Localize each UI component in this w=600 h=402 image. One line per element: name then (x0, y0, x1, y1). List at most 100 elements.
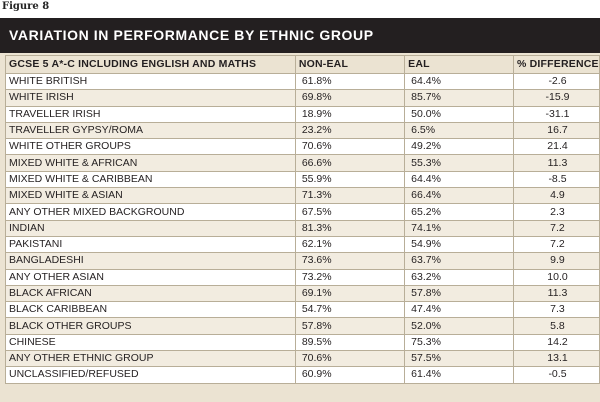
non-eal-cell: 70.6% (294, 138, 406, 156)
eal-cell: 54.9% (404, 235, 514, 254)
eal-cell: 52.0% (404, 317, 514, 335)
table-row: ANY OTHER MIXED BACKGROUND 67.5% 65.2% 2.3 (5, 203, 600, 221)
eal-cell: 64.4% (404, 72, 514, 91)
group-cell: BANGLADESHI (5, 252, 296, 270)
table-row: BLACK AFRICAN 69.1% 57.8% 11.3 (5, 284, 600, 303)
group-cell: ANY OTHER ETHNIC GROUP (5, 350, 296, 368)
group-cell: ANY OTHER ASIAN (5, 268, 296, 286)
column-header-eal: EAL (404, 55, 514, 74)
eal-cell: 47.4% (404, 301, 514, 319)
non-eal-cell: 71.3% (294, 187, 406, 205)
table-row: BLACK OTHER GROUPS 57.8% 52.0% 5.8 (5, 317, 600, 335)
non-eal-cell: 89.5% (294, 333, 406, 352)
table-row: WHITE BRITISH 61.8% 64.4% -2.6 (5, 72, 600, 91)
eal-cell: 63.2% (404, 268, 514, 286)
non-eal-cell: 73.2% (294, 268, 406, 286)
eal-cell: 61.4% (404, 366, 514, 384)
group-cell: BLACK OTHER GROUPS (5, 317, 296, 335)
table-body: WHITE BRITISH 61.8% 64.4% -2.6 WHITE IRISH 69… (5, 72, 600, 384)
difference-cell: 7.2 (512, 235, 600, 254)
difference-cell: -8.5 (512, 170, 600, 189)
non-eal-cell: 81.3% (294, 219, 406, 237)
table-row: INDIAN 81.3% 74.1% 7.2 (5, 219, 600, 237)
non-eal-cell: 69.1% (294, 284, 406, 303)
difference-cell: -15.9 (512, 89, 600, 107)
eal-cell: 66.4% (404, 187, 514, 205)
eal-cell: 49.2% (404, 138, 514, 156)
difference-cell: 14.2 (512, 333, 600, 352)
difference-cell: 4.9 (512, 187, 600, 205)
non-eal-cell: 62.1% (294, 235, 406, 254)
table-row: BANGLADESHI 73.6% 63.7% 9.9 (5, 252, 600, 270)
difference-cell: 11.3 (512, 284, 600, 303)
column-header-difference: % DIFFERENCE (512, 55, 600, 74)
group-cell: CHINESE (5, 333, 296, 352)
eal-cell: 75.3% (404, 333, 514, 352)
table-row: TRAVELLER IRISH 18.9% 50.0% -31.1 (5, 105, 600, 123)
eal-cell: 64.4% (404, 170, 514, 189)
group-cell: UNCLASSIFIED/REFUSED (5, 366, 296, 384)
group-cell: TRAVELLER IRISH (5, 105, 296, 123)
table-row: CHINESE 89.5% 75.3% 14.2 (5, 333, 600, 352)
group-cell: ANY OTHER MIXED BACKGROUND (5, 203, 296, 221)
difference-cell: 16.7 (512, 121, 600, 140)
table-row: MIXED WHITE & CARIBBEAN 55.9% 64.4% -8.5 (5, 170, 600, 189)
table-row: ANY OTHER ASIAN 73.2% 63.2% 10.0 (5, 268, 600, 286)
non-eal-cell: 67.5% (294, 203, 406, 221)
group-cell: MIXED WHITE & CARIBBEAN (5, 170, 296, 189)
column-header-measure: GCSE 5 A*-C INCLUDING ENGLISH AND MATHS (5, 55, 296, 74)
non-eal-cell: 23.2% (294, 121, 406, 140)
eal-cell: 57.5% (404, 350, 514, 368)
table-row: PAKISTANI 62.1% 54.9% 7.2 (5, 235, 600, 254)
eal-cell: 85.7% (404, 89, 514, 107)
eal-cell: 50.0% (404, 105, 514, 123)
table-row: TRAVELLER GYPSY/ROMA 23.2% 6.5% 16.7 (5, 121, 600, 140)
eal-cell: 6.5% (404, 121, 514, 140)
table-row: WHITE IRISH 69.8% 85.7% -15.9 (5, 89, 600, 107)
eal-cell: 57.8% (404, 284, 514, 303)
figure-label: Figure 8 (2, 1, 50, 12)
non-eal-cell: 66.6% (294, 154, 406, 172)
table-row: MIXED WHITE & AFRICAN 66.6% 55.3% 11.3 (5, 154, 600, 172)
group-cell: PAKISTANI (5, 235, 296, 254)
performance-table: GCSE 5 A*-C INCLUDING ENGLISH AND MATHS … (5, 55, 600, 384)
column-header-non-eal: NON-EAL (294, 55, 406, 74)
non-eal-cell: 70.6% (294, 350, 406, 368)
header-row: GCSE 5 A*-C INCLUDING ENGLISH AND MATHS … (5, 55, 600, 74)
difference-cell: 11.3 (512, 154, 600, 172)
difference-cell: -31.1 (512, 105, 600, 123)
non-eal-cell: 73.6% (294, 252, 406, 270)
group-cell: INDIAN (5, 219, 296, 237)
non-eal-cell: 69.8% (294, 89, 406, 107)
non-eal-cell: 54.7% (294, 301, 406, 319)
eal-cell: 63.7% (404, 252, 514, 270)
difference-cell: 13.1 (512, 350, 600, 368)
difference-cell: 21.4 (512, 138, 600, 156)
difference-cell: -0.5 (512, 366, 600, 384)
eal-cell: 55.3% (404, 154, 514, 172)
difference-cell: 7.3 (512, 301, 600, 319)
group-cell: MIXED WHITE & ASIAN (5, 187, 296, 205)
non-eal-cell: 55.9% (294, 170, 406, 189)
non-eal-cell: 61.8% (294, 72, 406, 91)
group-cell: WHITE IRISH (5, 89, 296, 107)
eal-cell: 74.1% (404, 219, 514, 237)
difference-cell: 7.2 (512, 219, 600, 237)
difference-cell: 10.0 (512, 268, 600, 286)
table-row: UNCLASSIFIED/REFUSED 60.9% 61.4% -0.5 (5, 366, 600, 384)
group-cell: BLACK AFRICAN (5, 284, 296, 303)
table-title: VARIATION IN PERFORMANCE BY ETHNIC GROUP (0, 18, 600, 53)
non-eal-cell: 57.8% (294, 317, 406, 335)
non-eal-cell: 18.9% (294, 105, 406, 123)
difference-cell: 9.9 (512, 252, 600, 270)
eal-cell: 65.2% (404, 203, 514, 221)
group-cell: BLACK CARIBBEAN (5, 301, 296, 319)
group-cell: TRAVELLER GYPSY/ROMA (5, 121, 296, 140)
group-cell: WHITE BRITISH (5, 72, 296, 91)
non-eal-cell: 60.9% (294, 366, 406, 384)
group-cell: MIXED WHITE & AFRICAN (5, 154, 296, 172)
difference-cell: 5.8 (512, 317, 600, 335)
table-row: MIXED WHITE & ASIAN 71.3% 66.4% 4.9 (5, 187, 600, 205)
difference-cell: -2.6 (512, 72, 600, 91)
group-cell: WHITE OTHER GROUPS (5, 138, 296, 156)
